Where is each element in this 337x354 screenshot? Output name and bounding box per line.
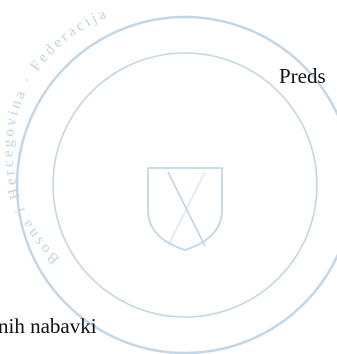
- stamp-inner-ring: [52, 52, 318, 318]
- coat-of-arms-icon: [147, 167, 223, 251]
- heading-fragment: Preds: [279, 64, 326, 88]
- stamp-outer-ring: [15, 15, 337, 354]
- text-fragment: nih nabavki: [0, 314, 97, 338]
